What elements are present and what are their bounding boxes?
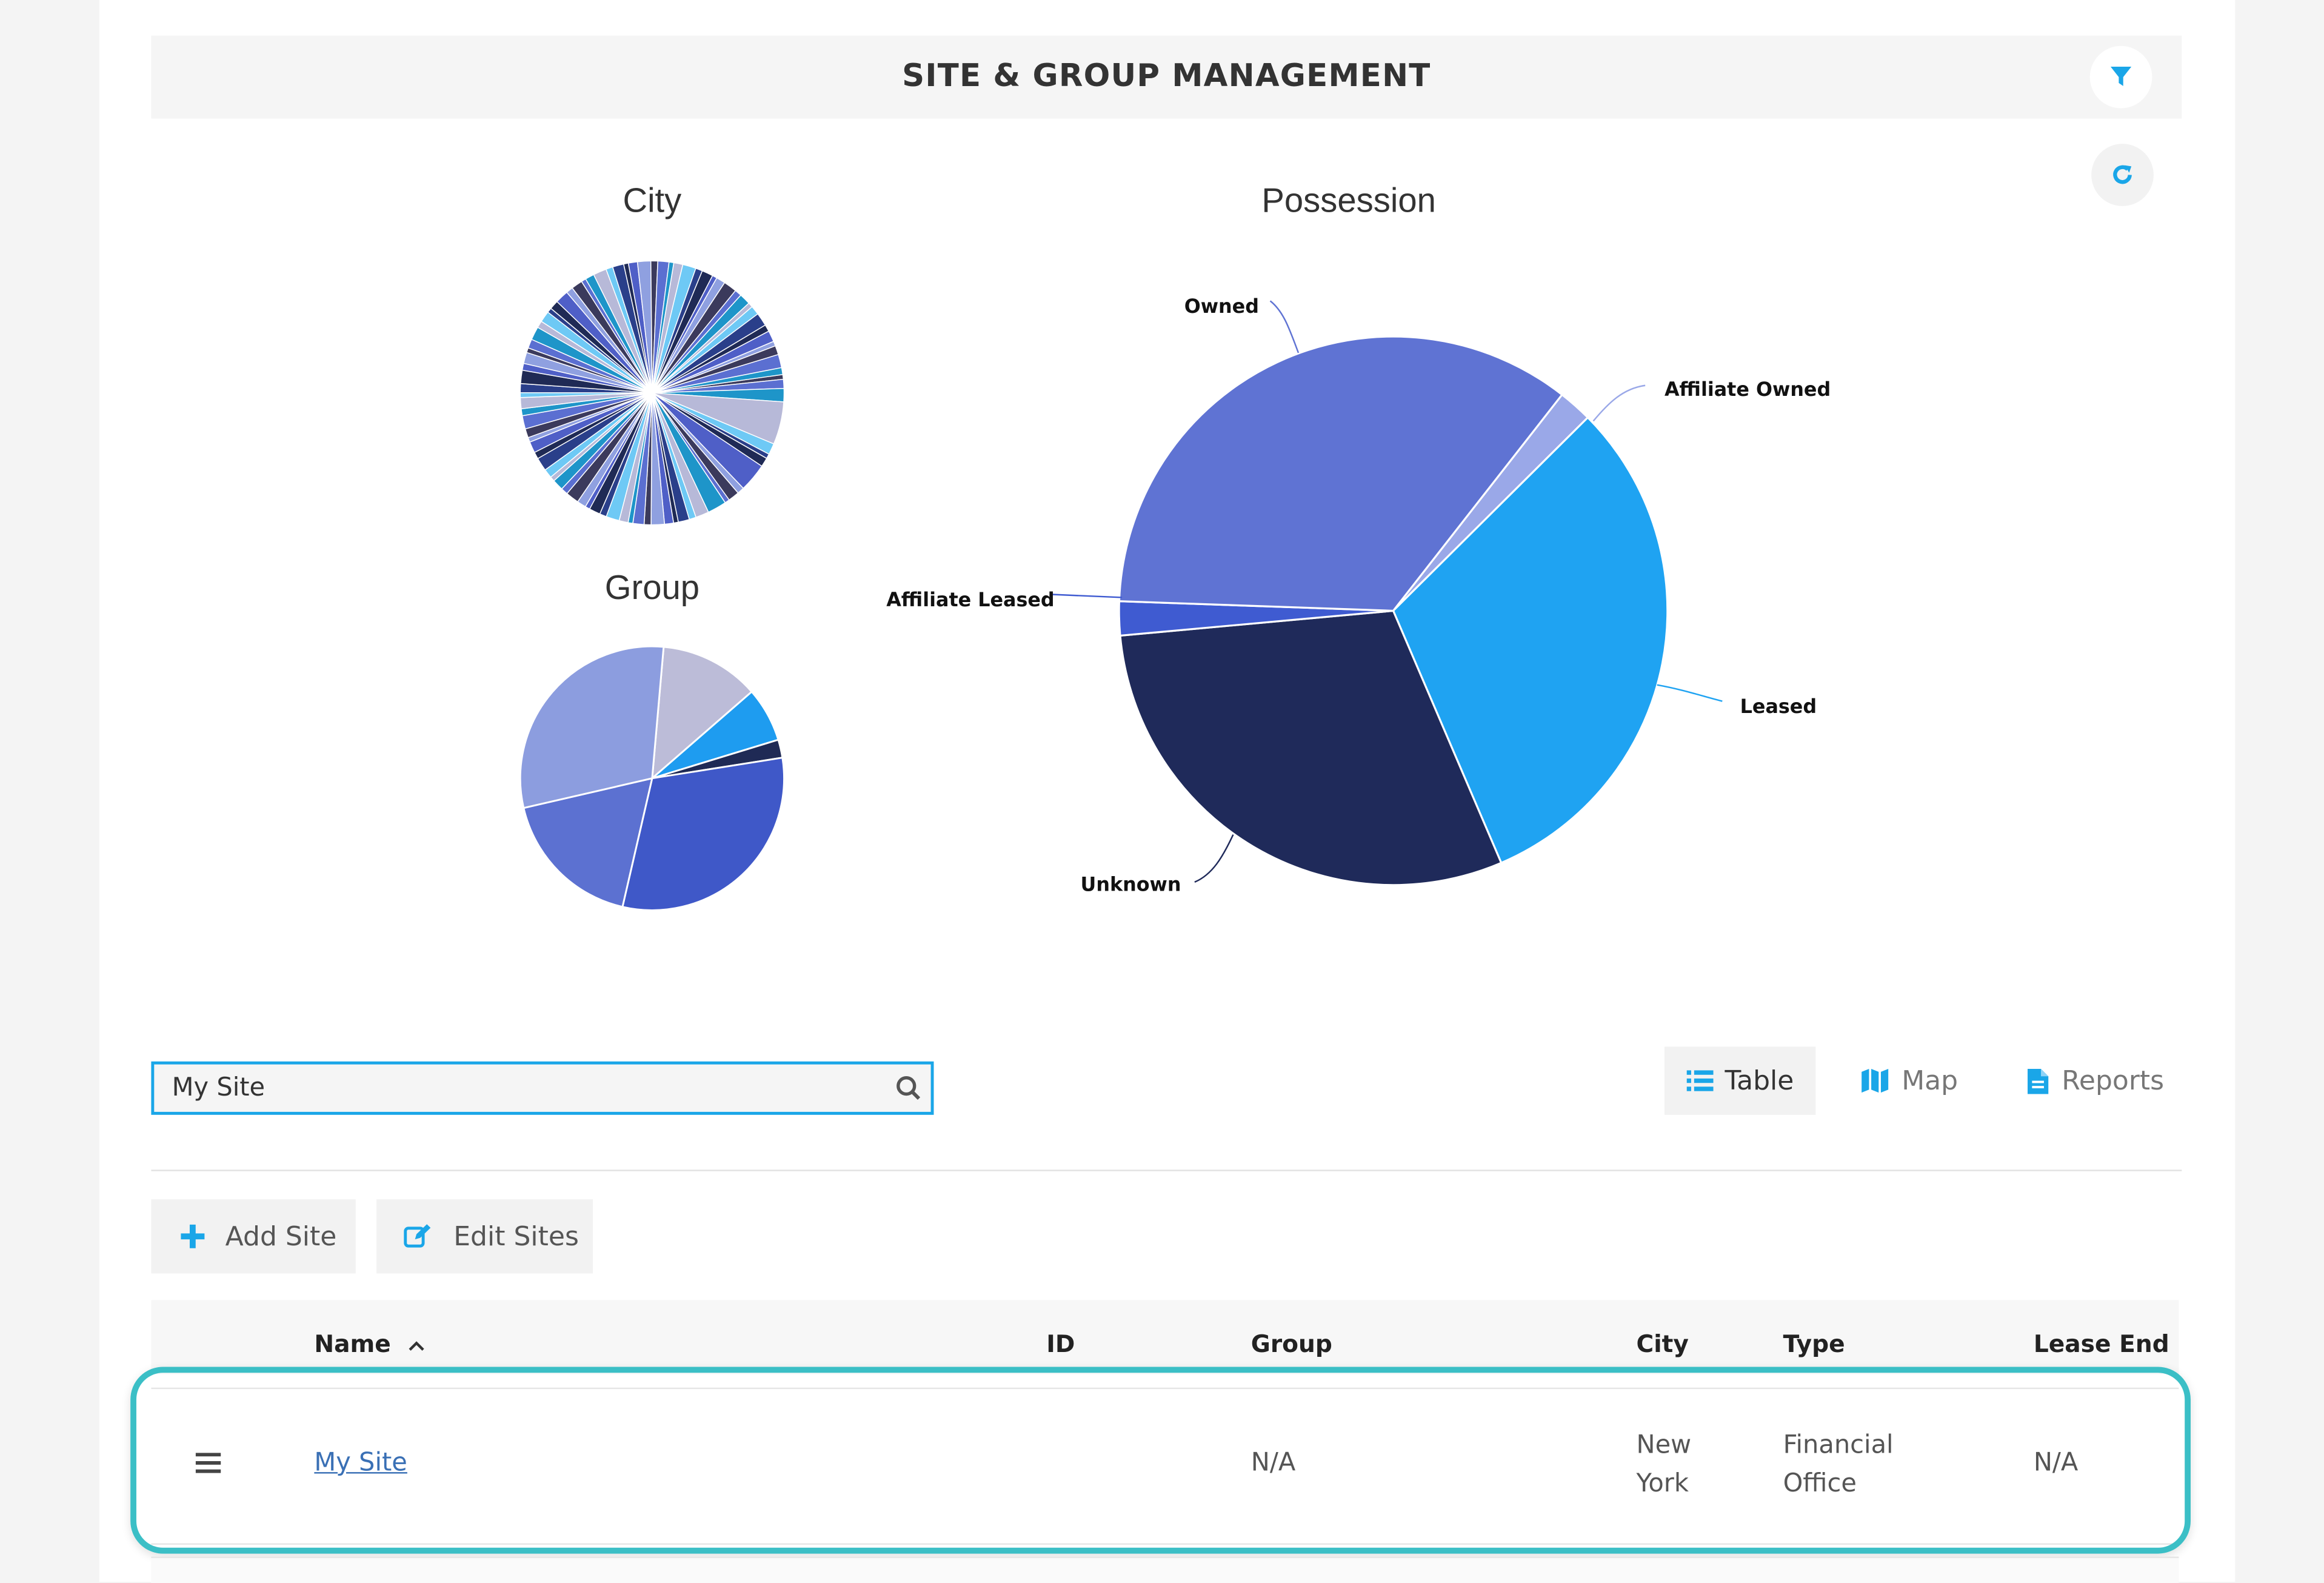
site-type-cell: Financial Office bbox=[1783, 1430, 1894, 1499]
refresh-icon bbox=[2113, 165, 2132, 184]
tab-map[interactable]: Map bbox=[1860, 1046, 1958, 1114]
possession-slice-leased[interactable] bbox=[1392, 416, 1669, 865]
possession-pie-chart[interactable] bbox=[1118, 335, 1669, 886]
label-affiliate-owned: Affiliate Owned bbox=[1665, 379, 1831, 401]
table-header bbox=[151, 1300, 2179, 1374]
leased-leader-line bbox=[1657, 684, 1723, 702]
group-pie-chart[interactable] bbox=[519, 645, 785, 911]
list-icon bbox=[1686, 1070, 1713, 1091]
search-box bbox=[151, 1061, 934, 1115]
edit-sites-button[interactable]: Edit Sites bbox=[376, 1199, 593, 1274]
charts-area: City Group Possession Owned Affiliate Ow… bbox=[519, 181, 1831, 911]
table-next-row bbox=[151, 1556, 2179, 1583]
page-title: SITE & GROUP MANAGEMENT bbox=[902, 58, 1431, 94]
column-header-id[interactable]: ID bbox=[1046, 1330, 1075, 1358]
owned-leader-line bbox=[1269, 300, 1300, 353]
column-header-lease-end[interactable]: Lease End bbox=[2033, 1330, 2169, 1358]
group-chart-title: Group bbox=[605, 568, 700, 606]
column-header-city[interactable]: City bbox=[1636, 1330, 1689, 1358]
filter-button[interactable] bbox=[2089, 45, 2152, 109]
add-site-button[interactable]: Add Site bbox=[151, 1199, 356, 1274]
site-city-cell: New York bbox=[1636, 1430, 1692, 1499]
group-slice-5[interactable] bbox=[519, 645, 665, 809]
sort-ascending-icon bbox=[409, 1341, 425, 1351]
search-icon[interactable] bbox=[895, 1075, 922, 1102]
possession-slice-unknown[interactable] bbox=[1119, 609, 1503, 886]
column-header-type[interactable]: Type bbox=[1783, 1330, 1845, 1358]
tab-table-label: Table bbox=[1725, 1065, 1794, 1097]
table-row[interactable] bbox=[151, 1387, 2179, 1545]
group-slice-4[interactable] bbox=[523, 777, 653, 908]
document-icon bbox=[2028, 1068, 2049, 1094]
site-lease-end-cell: N/A bbox=[2033, 1448, 2079, 1478]
tab-table[interactable]: Table bbox=[1664, 1046, 1816, 1115]
city-slice-83[interactable] bbox=[652, 367, 784, 393]
column-header-name[interactable]: Name bbox=[314, 1330, 426, 1358]
group-slice-3[interactable] bbox=[621, 757, 785, 911]
city-pie-chart[interactable] bbox=[519, 260, 785, 526]
plus-icon bbox=[181, 1224, 205, 1248]
tab-reports-label: Reports bbox=[2062, 1065, 2165, 1097]
column-header-group[interactable]: Group bbox=[1250, 1330, 1332, 1358]
possession-slice-owned[interactable] bbox=[1118, 335, 1564, 612]
city-chart-title: City bbox=[623, 181, 681, 219]
page-header: SITE & GROUP MANAGEMENT bbox=[151, 35, 2182, 119]
site-group-cell: N/A bbox=[1250, 1448, 1296, 1478]
edit-icon bbox=[404, 1224, 431, 1248]
possession-chart-title: Possession bbox=[1261, 181, 1436, 219]
tab-map-label: Map bbox=[1902, 1065, 1958, 1097]
site-name-link[interactable]: My Site bbox=[314, 1448, 407, 1478]
section-divider bbox=[151, 1170, 2182, 1171]
drag-handle-icon[interactable] bbox=[195, 1453, 221, 1473]
group-slice-0[interactable] bbox=[651, 646, 753, 781]
filter-icon bbox=[2110, 67, 2132, 86]
add-site-label: Add Site bbox=[225, 1220, 337, 1252]
tab-reports[interactable]: Reports bbox=[2026, 1046, 2165, 1114]
search-input[interactable] bbox=[172, 1068, 869, 1108]
unknown-leader-line bbox=[1194, 834, 1234, 883]
refresh-button[interactable] bbox=[2091, 144, 2154, 206]
label-affiliate-leased: Affiliate Leased bbox=[886, 589, 1054, 611]
label-owned: Owned bbox=[1184, 296, 1259, 318]
label-leased: Leased bbox=[1740, 696, 1817, 718]
label-unknown: Unknown bbox=[1081, 874, 1181, 896]
map-icon bbox=[1862, 1068, 1889, 1093]
affiliate-owned-leader-line bbox=[1592, 384, 1646, 422]
row-highlight-outline bbox=[130, 1367, 2191, 1554]
edit-sites-label: Edit Sites bbox=[453, 1220, 579, 1252]
affiliate-leased-leader-line bbox=[1052, 594, 1123, 598]
